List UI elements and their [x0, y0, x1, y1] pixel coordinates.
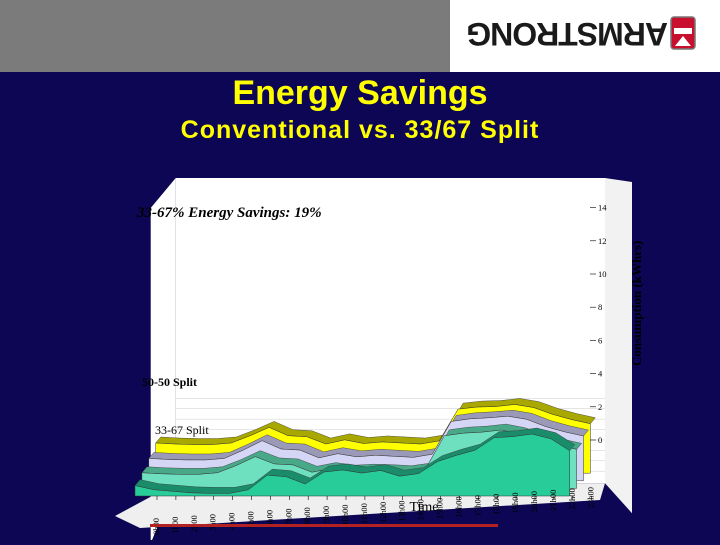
y-tick-label: 6 [598, 335, 602, 345]
y-tick-label: 14 [598, 203, 607, 213]
x-tick-label: 7h00 [283, 509, 293, 526]
x-tick-label: 11h00 [359, 503, 369, 524]
x-tick-label: 12h00 [378, 502, 388, 523]
logo-wordmark: ARMSTRONG [468, 14, 668, 54]
annotation-actual-line2: Consumption [508, 361, 573, 375]
y-axis-title: Consumption (kWhrs) [629, 241, 644, 366]
x-tick-label: 23h00 [586, 487, 596, 508]
y-tick-label: 12 [598, 236, 607, 246]
y-tick-label: 8 [598, 302, 602, 312]
chart-title: 33-67% Energy Savings: 19% [136, 205, 322, 221]
footer-rule [150, 524, 498, 527]
x-tick-label: 16h00 [453, 496, 463, 517]
page-subtitle: Conventional vs. 33/67 Split [0, 116, 720, 145]
header-band [0, 0, 450, 72]
x-tick-label: 18h00 [491, 494, 501, 515]
x-tick-label: 21h00 [548, 490, 558, 511]
annotation-actual-line1: Actual [518, 348, 551, 362]
y-tick-label: 0 [598, 435, 602, 445]
x-tick-label: 10h00 [340, 505, 350, 526]
x-tick-label: 13h00 [397, 500, 407, 521]
logo-mark-icon [670, 16, 696, 50]
energy-chart: 0h001h002h003h004h005h006h007h008h009h00… [0, 160, 720, 540]
y-tick-label: 10 [598, 269, 607, 279]
x-tick-label: 4h00 [227, 513, 237, 530]
x-tick-label: 17h00 [472, 495, 482, 516]
annotation-33-67: 33-67 Split [155, 423, 209, 437]
annotation-50-50: 50-50 Split [142, 375, 197, 389]
x-tick-label: 9h00 [321, 506, 331, 523]
x-axis-title: Time [409, 500, 438, 515]
page-title: Energy Savings [0, 74, 720, 113]
x-tick-label: 20h00 [529, 491, 539, 512]
x-tick-label: 22h00 [567, 488, 577, 509]
chart-container: 0h001h002h003h004h005h006h007h008h009h00… [0, 160, 720, 540]
x-tick-label: 8h00 [302, 507, 312, 524]
logo: ARMSTRONG [450, 0, 720, 72]
y-tick-label: 2 [598, 402, 602, 412]
x-tick-label: 19h00 [510, 492, 520, 513]
chart-right-wall [605, 178, 632, 513]
x-tick-label: 3h00 [208, 514, 218, 531]
